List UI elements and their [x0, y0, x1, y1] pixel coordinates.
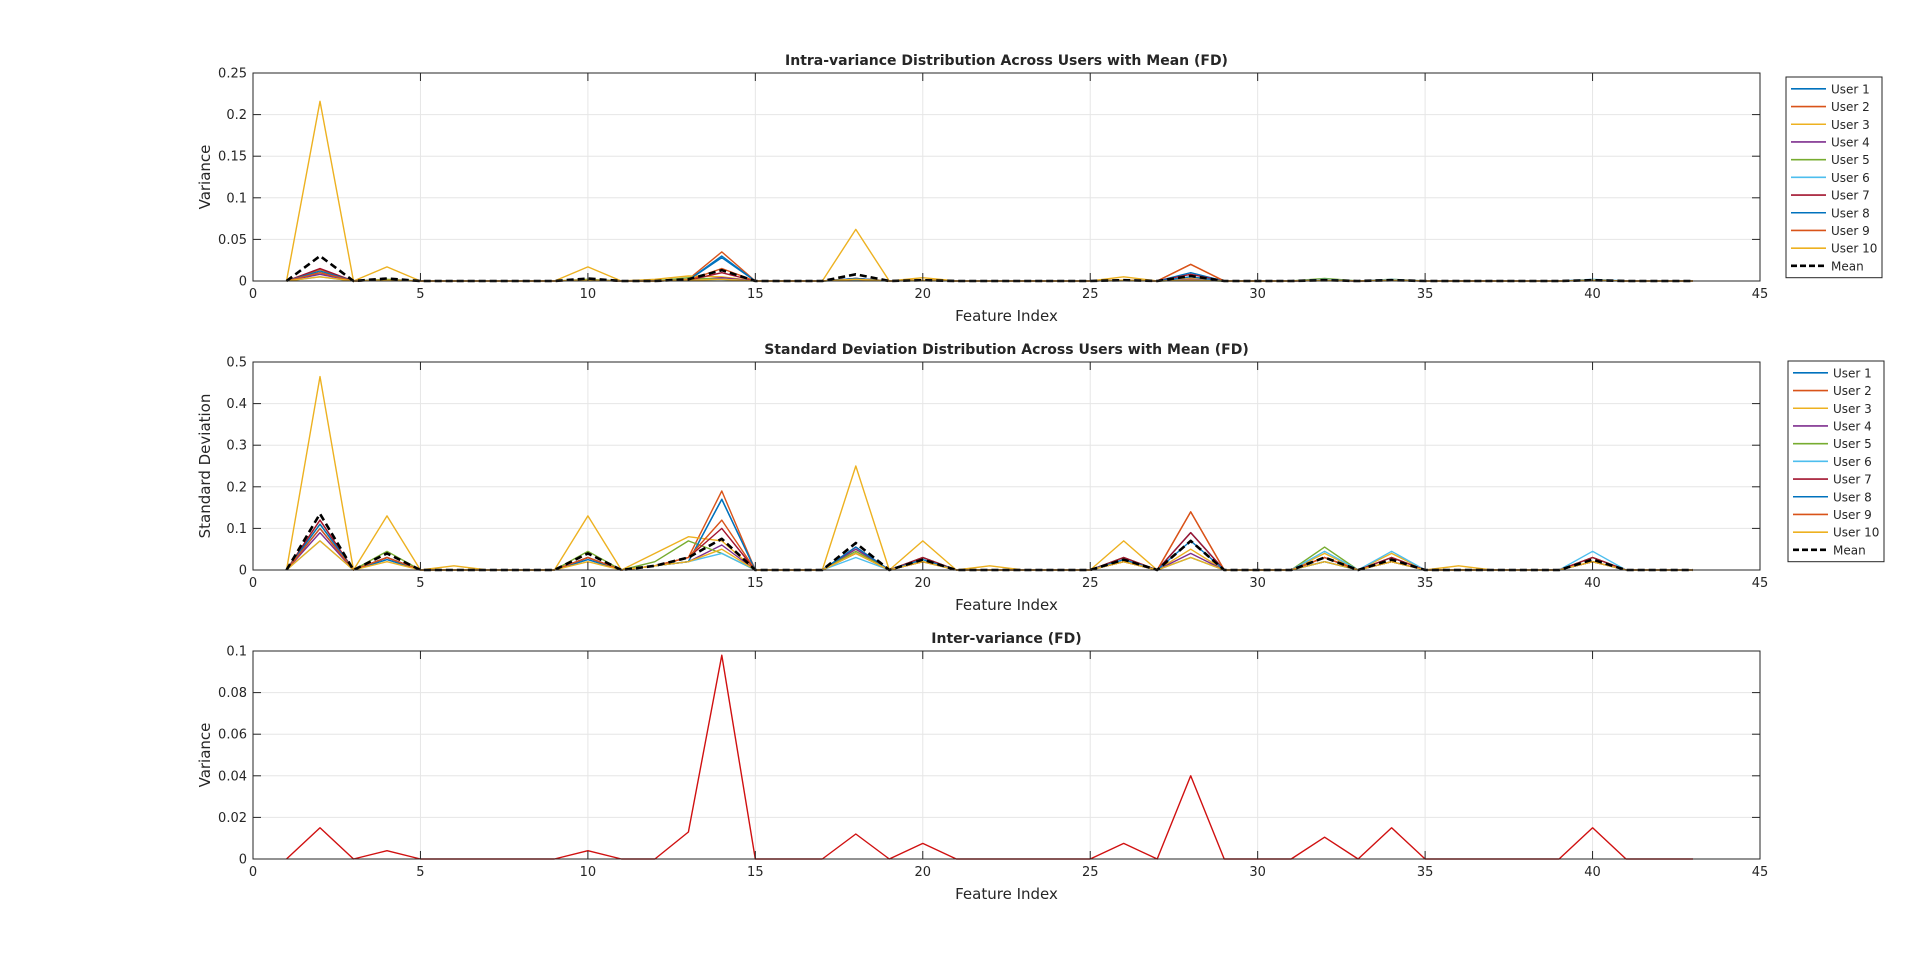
- x-tick-label: 35: [1417, 287, 1434, 302]
- legend-entry-label: User 4: [1833, 419, 1872, 433]
- y-tick-label: 0.2: [226, 480, 247, 495]
- x-tick-label: 20: [915, 865, 932, 880]
- x-axis-label: Feature Index: [955, 307, 1058, 325]
- y-tick-label: 0.2: [226, 108, 247, 123]
- legend-entry-label: User 6: [1833, 455, 1872, 469]
- y-tick-label: 0.3: [226, 439, 247, 454]
- y-tick-label: 0.1: [226, 522, 247, 537]
- y-tick-label: 0.05: [218, 233, 247, 248]
- y-axis-label: Variance: [196, 723, 214, 788]
- y-tick-label: 0.5: [226, 356, 247, 371]
- x-tick-label: 5: [416, 576, 424, 591]
- x-tick-label: 15: [747, 865, 764, 880]
- legend-entry-label: User 1: [1833, 366, 1872, 380]
- inter-variance-panel: 0 5 10 15 20 25 30 35 40 45 0 0.02 0.04 0.06 0.08 0.1 In…: [196, 631, 1768, 903]
- x-tick-label: 20: [915, 576, 932, 591]
- x-tick-label: 45: [1752, 865, 1769, 880]
- y-tick-label: 0.1: [226, 645, 247, 660]
- x-tick-label: 5: [416, 865, 424, 880]
- y-axis-label: Variance: [196, 145, 214, 210]
- y-tick-label: 0: [239, 853, 247, 868]
- plot-area: [253, 73, 1760, 281]
- y-tick-label: 0: [239, 564, 247, 579]
- legend: User 1 User 2 User 3 User 4 User 5 User 6 User…: [1787, 360, 1885, 563]
- x-tick-label: 35: [1417, 865, 1434, 880]
- chart-title: Standard Deviation Distribution Across U…: [764, 342, 1248, 358]
- chart-title: Inter-variance (FD): [931, 631, 1081, 647]
- plot-area: [253, 362, 1760, 570]
- x-tick-label: 0: [249, 287, 257, 302]
- axes-box: [252, 72, 1761, 282]
- axes-box: [252, 361, 1761, 571]
- y-tick-label: 0.15: [218, 150, 247, 165]
- y-tick-label: 0.06: [218, 728, 247, 743]
- x-tick-label: 0: [249, 865, 257, 880]
- legend-entry-label: User 7: [1833, 473, 1872, 487]
- legend-entry-label: User 3: [1833, 402, 1872, 416]
- legend-entry-label: User 5: [1831, 153, 1870, 167]
- legend-entry-label: User 9: [1833, 508, 1872, 522]
- legend-entry-label: User 8: [1831, 206, 1870, 220]
- x-tick-label: 10: [580, 287, 597, 302]
- x-tick-label: 40: [1584, 287, 1601, 302]
- legend-entry-label: User 8: [1833, 490, 1872, 504]
- x-tick-label: 40: [1584, 576, 1601, 591]
- x-tick-label: 45: [1752, 576, 1769, 591]
- legend-entry-label: User 3: [1831, 118, 1870, 132]
- x-tick-label: 35: [1417, 576, 1434, 591]
- y-tick-label: 0.04: [218, 769, 247, 784]
- x-tick-label: 10: [580, 576, 597, 591]
- legend-entry-label: User 4: [1831, 135, 1870, 149]
- chart-title: Intra-variance Distribution Across Users…: [785, 53, 1228, 69]
- axes-box: [252, 650, 1761, 860]
- x-tick-label: 40: [1584, 865, 1601, 880]
- x-tick-label: 25: [1082, 287, 1099, 302]
- y-tick-label: 0.1: [226, 191, 247, 206]
- legend: User 1 User 2 User 3 User 4 User 5 User 6 User…: [1785, 76, 1883, 279]
- y-tick-label: 0.08: [218, 686, 247, 701]
- legend-entry-label: User 9: [1831, 224, 1870, 238]
- legend-entry-label: Mean: [1831, 259, 1864, 273]
- x-axis-label: Feature Index: [955, 885, 1058, 903]
- x-tick-label: 30: [1249, 287, 1266, 302]
- legend-entry-label: User 6: [1831, 171, 1870, 185]
- y-tick-label: 0: [239, 275, 247, 290]
- x-tick-label: 20: [915, 287, 932, 302]
- legend-entry-label: User 1: [1831, 82, 1870, 96]
- legend-entry-label: User 5: [1833, 437, 1872, 451]
- y-tick-label: 0.25: [218, 67, 247, 82]
- x-tick-label: 10: [580, 865, 597, 880]
- legend-entry-label: User 7: [1831, 189, 1870, 203]
- x-tick-label: 0: [249, 576, 257, 591]
- x-tick-label: 30: [1249, 576, 1266, 591]
- legend-entry-label: User 10: [1831, 242, 1877, 256]
- x-tick-label: 15: [747, 576, 764, 591]
- x-tick-label: 30: [1249, 865, 1266, 880]
- legend-entry-label: User 2: [1833, 384, 1872, 398]
- y-tick-label: 0.02: [218, 811, 247, 826]
- x-tick-label: 25: [1082, 865, 1099, 880]
- y-axis-label: Standard Deviation: [196, 394, 214, 539]
- x-tick-label: 45: [1752, 287, 1769, 302]
- y-tick-label: 0.4: [226, 397, 247, 412]
- legend-entry-label: Mean: [1833, 543, 1866, 557]
- std-deviation-panel: 0 5 10 15 20 25 30 35 40 45 0 0.1 0.2 0.3 0.4 0.5 Standa…: [196, 342, 1885, 614]
- x-axis-label: Feature Index: [955, 596, 1058, 614]
- x-tick-label: 15: [747, 287, 764, 302]
- x-tick-label: 5: [416, 287, 424, 302]
- legend-entry-label: User 10: [1833, 526, 1879, 540]
- x-tick-label: 25: [1082, 576, 1099, 591]
- legend-entry-label: User 2: [1831, 100, 1870, 114]
- plot-area: [253, 651, 1760, 859]
- intra-variance-panel: 0 5 10 15 20 25 30 35 40 45 0 0.05 0.1 0.15 0.2 0.25 Int…: [196, 53, 1883, 325]
